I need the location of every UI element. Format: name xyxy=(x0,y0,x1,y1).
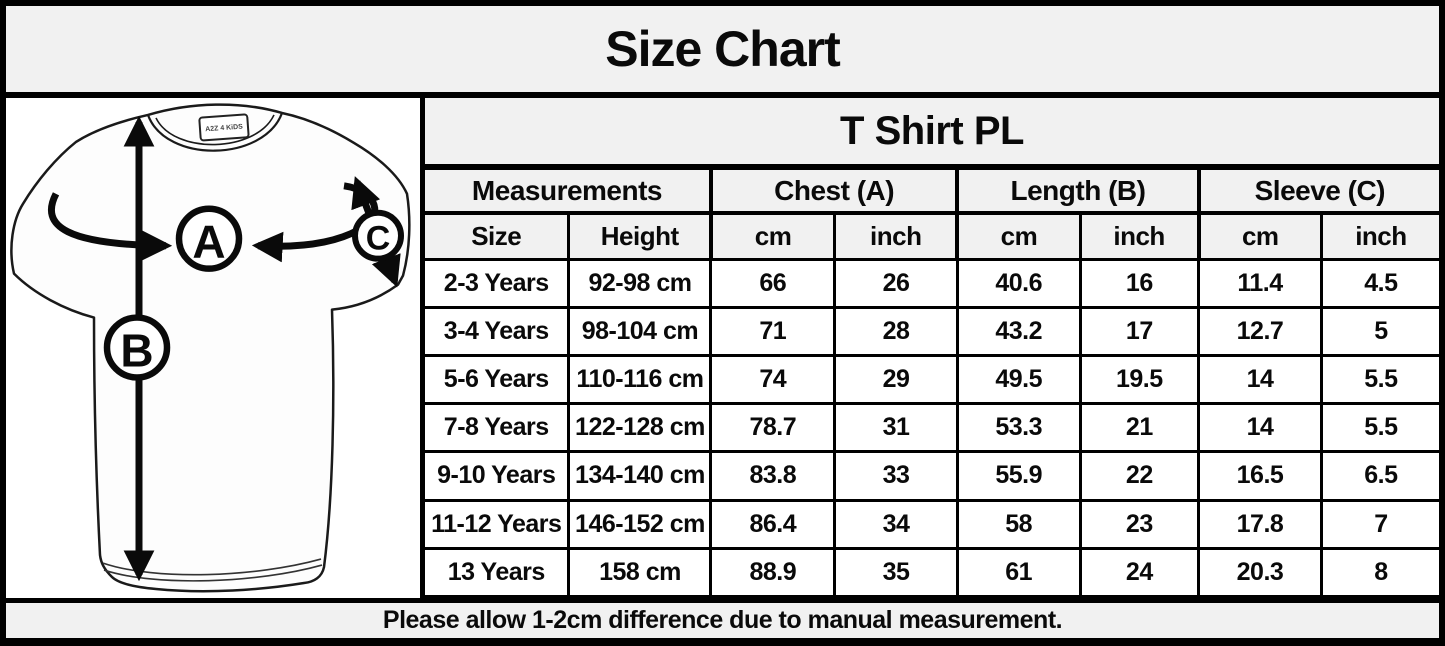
table-title-row: T Shirt PL xyxy=(425,98,1439,170)
cell-sleeve-inch: 8 xyxy=(1319,546,1439,599)
col-group-measurements: Measurements xyxy=(425,165,713,215)
tshirt-outline xyxy=(10,103,411,593)
sleeve-label-circle: C xyxy=(352,209,404,262)
col-header-sleeve-inch: inch xyxy=(1319,211,1439,261)
length-label-circle: B xyxy=(103,314,171,381)
cell-length-cm: 53.3 xyxy=(955,402,1082,454)
cell-chest-inch: 31 xyxy=(833,402,959,454)
table-title: T Shirt PL xyxy=(425,98,1439,170)
table-row: 3-4 Years 98-104 cm 71 28 43.2 17 12.7 5 xyxy=(425,305,1439,357)
cell-chest-cm: 78.7 xyxy=(709,402,837,454)
cell-size: 11-12 Years xyxy=(425,498,571,550)
cell-chest-inch: 26 xyxy=(833,257,959,309)
page-title: Size Chart xyxy=(6,6,1439,98)
tshirt-measurement-diagram: A2Z 4 KiDS A B xyxy=(6,98,420,598)
collar-outer-line xyxy=(146,112,284,152)
col-header-sleeve-cm: cm xyxy=(1196,211,1323,261)
cell-size: 3-4 Years xyxy=(425,305,571,357)
cell-sleeve-inch: 5 xyxy=(1319,305,1439,357)
col-header-height: Height xyxy=(567,211,713,261)
cell-height: 134-140 cm xyxy=(567,450,713,502)
cell-chest-inch: 28 xyxy=(833,305,959,357)
cell-chest-cm: 74 xyxy=(709,353,837,406)
cell-length-cm: 58 xyxy=(955,498,1082,550)
cell-height: 158 cm xyxy=(567,546,713,599)
cell-size: 9-10 Years xyxy=(425,450,571,502)
table-row: 13 Years 158 cm 88.9 35 61 24 20.3 8 xyxy=(425,546,1439,599)
cell-length-inch: 16 xyxy=(1078,257,1201,309)
chest-label-a: A xyxy=(192,216,225,268)
cell-sleeve-inch: 6.5 xyxy=(1319,450,1439,502)
cell-size: 2-3 Years xyxy=(425,257,571,309)
size-table: T Shirt PL Measurements Chest (A) Length… xyxy=(425,98,1439,599)
cell-length-cm: 49.5 xyxy=(955,353,1082,406)
cell-chest-cm: 83.8 xyxy=(709,450,837,502)
main-content: A2Z 4 KiDS A B xyxy=(6,98,1439,599)
cell-sleeve-inch: 5.5 xyxy=(1319,402,1439,454)
collar-inner-line xyxy=(155,114,275,146)
table-row: 7-8 Years 122-128 cm 78.7 31 53.3 21 14 … xyxy=(425,402,1439,454)
cell-height: 146-152 cm xyxy=(567,498,713,550)
cell-sleeve-inch: 5.5 xyxy=(1319,353,1439,406)
cell-height: 110-116 cm xyxy=(567,353,713,406)
cell-chest-cm: 86.4 xyxy=(709,498,837,550)
cell-size: 7-8 Years xyxy=(425,402,571,454)
col-group-chest: Chest (A) xyxy=(708,165,959,215)
cell-size: 13 Years xyxy=(425,546,571,599)
tshirt-diagram-svg: A2Z 4 KiDS A B xyxy=(10,103,411,593)
table-group-header-row: Measurements Chest (A) Length (B) Sleeve… xyxy=(425,165,1439,215)
chest-arrow-left xyxy=(48,192,173,261)
col-group-length: Length (B) xyxy=(955,165,1201,215)
size-table-panel: T Shirt PL Measurements Chest (A) Length… xyxy=(420,98,1439,599)
cell-chest-inch: 35 xyxy=(833,546,959,599)
cell-chest-inch: 34 xyxy=(833,498,959,550)
cell-chest-cm: 66 xyxy=(709,257,837,309)
cell-sleeve-cm: 14 xyxy=(1197,402,1323,454)
brand-tag-label: A2Z 4 KiDS xyxy=(205,124,243,134)
col-header-size: Size xyxy=(425,211,571,261)
cell-sleeve-cm: 20.3 xyxy=(1197,546,1323,599)
cell-sleeve-cm: 11.4 xyxy=(1197,257,1323,309)
cell-length-cm: 43.2 xyxy=(955,305,1082,357)
table-sub-header-row: Size Height cm inch cm inch cm inch xyxy=(425,211,1439,261)
table-row: 9-10 Years 134-140 cm 83.8 33 55.9 22 16… xyxy=(425,450,1439,502)
cell-chest-inch: 29 xyxy=(833,353,959,406)
cell-chest-cm: 71 xyxy=(709,305,837,357)
cell-length-inch: 21 xyxy=(1078,402,1201,454)
col-header-length-cm: cm xyxy=(955,211,1082,261)
cell-length-inch: 17 xyxy=(1078,305,1201,357)
cell-length-inch: 24 xyxy=(1078,546,1201,599)
cell-length-cm: 40.6 xyxy=(955,257,1082,309)
cell-size: 5-6 Years xyxy=(425,353,571,406)
cell-chest-inch: 33 xyxy=(833,450,959,502)
col-header-chest-cm: cm xyxy=(708,211,837,261)
table-row: 5-6 Years 110-116 cm 74 29 49.5 19.5 14 … xyxy=(425,353,1439,406)
col-group-sleeve: Sleeve (C) xyxy=(1196,165,1439,215)
cell-sleeve-cm: 16.5 xyxy=(1197,450,1323,502)
cell-height: 122-128 cm xyxy=(567,402,713,454)
cell-length-cm: 55.9 xyxy=(955,450,1082,502)
cell-sleeve-cm: 12.7 xyxy=(1197,305,1323,357)
cell-length-inch: 23 xyxy=(1078,498,1201,550)
measurement-note: Please allow 1-2cm difference due to man… xyxy=(6,598,1439,638)
cell-sleeve-cm: 14 xyxy=(1197,353,1323,406)
cell-height: 92-98 cm xyxy=(567,257,713,309)
cell-length-inch: 19.5 xyxy=(1078,353,1201,406)
cell-length-cm: 61 xyxy=(955,546,1082,599)
cell-sleeve-cm: 17.8 xyxy=(1197,498,1323,550)
length-label-b: B xyxy=(120,325,153,377)
cell-chest-cm: 88.9 xyxy=(709,546,837,599)
brand-tag: A2Z 4 KiDS xyxy=(198,113,250,142)
cell-length-inch: 22 xyxy=(1078,450,1201,502)
sleeve-label-c: C xyxy=(366,220,391,258)
col-header-length-inch: inch xyxy=(1078,211,1201,261)
chest-label-circle: A xyxy=(175,205,243,272)
cell-sleeve-inch: 4.5 xyxy=(1319,257,1439,309)
cell-height: 98-104 cm xyxy=(567,305,713,357)
table-row: 11-12 Years 146-152 cm 86.4 34 58 23 17.… xyxy=(425,498,1439,550)
cell-sleeve-inch: 7 xyxy=(1319,498,1439,550)
col-header-chest-inch: inch xyxy=(833,211,959,261)
table-row: 2-3 Years 92-98 cm 66 26 40.6 16 11.4 4.… xyxy=(425,257,1439,309)
